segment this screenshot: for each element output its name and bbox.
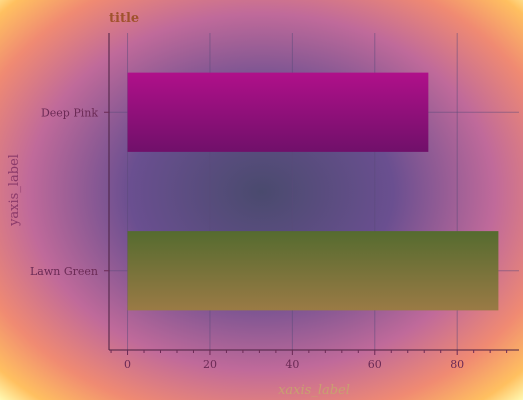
- bar-deep-pink: [127, 72, 429, 152]
- x-tick-label: 40: [285, 358, 299, 371]
- y-axis-label: yaxis_label: [7, 154, 22, 227]
- bar-lawn-green: [127, 231, 499, 311]
- x-tick-label: 60: [368, 358, 382, 371]
- x-ticks: 0 20 40 60 80: [110, 350, 508, 371]
- x-tick-label: 0: [124, 358, 131, 371]
- x-tick-label: 20: [203, 358, 217, 371]
- y-tick-label: Deep Pink: [41, 106, 98, 119]
- x-tick-label: 80: [450, 358, 464, 371]
- chart-title: title: [109, 11, 139, 26]
- y-tick-label: Lawn Green: [30, 265, 98, 278]
- y-ticks: Lawn Green Deep Pink: [30, 106, 109, 278]
- bars: [127, 72, 499, 311]
- x-axis-label: xaxis_label: [278, 383, 350, 398]
